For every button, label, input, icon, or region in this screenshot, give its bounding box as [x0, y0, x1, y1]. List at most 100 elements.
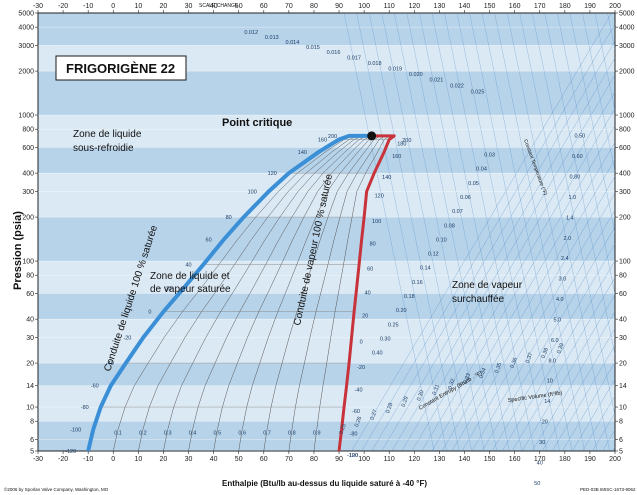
- entropy-label: 0.25: [338, 423, 347, 435]
- x-tick-label: 10: [134, 456, 142, 463]
- y-tick-label: 200: [22, 215, 34, 222]
- y-tick-label-right: 400: [619, 171, 631, 178]
- entropy-line: [431, 142, 615, 451]
- y-tick-label-right: 100: [619, 259, 631, 266]
- isotherm-label: 20: [165, 286, 171, 292]
- x-tick-label-top: 20: [160, 3, 168, 10]
- isotherm-label-right: -40: [355, 388, 363, 394]
- y-axis-label: Pression (psia): [12, 211, 24, 290]
- x-axis-label: Enthalpie (Btu/lb au-dessus du liquide s…: [222, 479, 427, 488]
- volume-line: [469, 13, 560, 451]
- x-tick-label: 30: [185, 456, 193, 463]
- volume-label: 0.10: [436, 237, 447, 243]
- doc-code: PED-03B IMISC-1673-9062: [580, 487, 636, 492]
- volume-label: 40: [537, 460, 543, 466]
- volume-label: 14: [544, 399, 550, 405]
- entropy-line: [441, 159, 615, 451]
- background-bands: [38, 13, 615, 451]
- volume-labels: 0.012 0.013 0.014 0.015 0.016 0.017 0.018 0.019…: [244, 30, 585, 487]
- entropy-label: 0.35: [494, 362, 503, 374]
- band: [38, 421, 615, 451]
- volume-line: [456, 13, 548, 451]
- saturation-curves: [86, 133, 396, 451]
- entropy-line: [511, 277, 615, 451]
- volume-label: 0.60: [572, 154, 583, 160]
- volume-line: [494, 13, 585, 451]
- x-tick-label-top: -20: [58, 3, 68, 10]
- critical-point-dot: [367, 131, 377, 141]
- volume-line: [532, 13, 615, 417]
- entropy-label: 0.26: [354, 416, 363, 428]
- wet-zone-label-2: de vapeur saturée: [150, 284, 231, 295]
- superheat-zone-label-1: Zone de vapeur: [452, 280, 523, 291]
- y-tick-label: 800: [22, 127, 34, 134]
- x-tick-label-top: 200: [609, 3, 621, 10]
- volume-line: [394, 13, 485, 451]
- entropy-line: [522, 294, 615, 451]
- isotherm-label: 80: [226, 215, 232, 221]
- scale-change-label: SCALE CHANGE: [199, 3, 239, 9]
- y-tick-label-right: 300: [619, 189, 631, 196]
- saturated-vapor-line: [337, 134, 396, 451]
- entropy-label: 0.30: [416, 390, 425, 402]
- quality-labels: 0.1 0.2 0.3 0.4 0.5 0.6 0.7 0.8 0.9: [114, 430, 320, 436]
- x-tick-label-top: -30: [33, 3, 43, 10]
- isotherm-label: 0: [148, 310, 151, 316]
- entropy-line: [451, 175, 615, 451]
- isotherm-label-right: 200: [402, 138, 411, 144]
- volume-label: 0.12: [428, 252, 439, 258]
- entropy-label: 0.38: [541, 347, 550, 359]
- y-tick-label: 6: [30, 437, 34, 444]
- volume-label: 0.05: [468, 181, 479, 187]
- entropy-label: 0.27: [370, 409, 379, 421]
- critical-point-label: Point critique: [222, 117, 292, 129]
- entropy-label: 0.34: [478, 367, 487, 379]
- isotherm-label: 60: [206, 238, 212, 244]
- x-tick-label: 80: [310, 456, 318, 463]
- y-tick-label: 14: [26, 383, 34, 390]
- x-tick-label: 140: [459, 456, 471, 463]
- entropy-line: [351, 13, 612, 451]
- volume-line: [569, 13, 615, 234]
- volume-line: [431, 13, 523, 451]
- volume-label: 6.0: [551, 338, 559, 344]
- entropy-line: [542, 328, 615, 451]
- volume-line: [381, 13, 472, 451]
- y-tick-label: 400: [22, 171, 34, 178]
- entropy-label: 0.29: [401, 396, 410, 408]
- y-tick-label: 5000: [18, 11, 34, 18]
- isotherm-label-right: 120: [375, 193, 384, 199]
- volume-line: [406, 13, 497, 451]
- quality-label: 0.2: [139, 430, 147, 436]
- isotherm-label-right: 180: [397, 142, 406, 148]
- isotherm-label-right: 140: [382, 175, 391, 181]
- x-tick-label: 100: [358, 456, 370, 463]
- x-tick-label: 40: [210, 456, 218, 463]
- y-tick-label-right: 20: [619, 361, 627, 368]
- y-tick-label: 5: [30, 449, 34, 456]
- isotherm-label-right: -120: [347, 453, 358, 459]
- isotherm-label-right: -60: [352, 409, 360, 415]
- y-tick-label: 60: [26, 291, 34, 298]
- x-tick-label-top: 120: [408, 3, 420, 10]
- entropy-line: [401, 91, 615, 451]
- entropy-line: [411, 108, 615, 451]
- quality-label: 0.7: [263, 430, 271, 436]
- isotherm-label-right: 40: [365, 290, 371, 296]
- volume-label: 0.04: [476, 167, 487, 173]
- x-tick-label-top: 10: [134, 3, 142, 10]
- isotherm-label: 120: [268, 171, 277, 177]
- quality-label: 0.9: [313, 430, 321, 436]
- x-tick-label: -10: [83, 456, 93, 463]
- volume-line: [594, 13, 615, 112]
- volume-line: [481, 13, 573, 451]
- x-tick-label-top: 90: [335, 3, 343, 10]
- volume-line: [582, 13, 615, 173]
- isotherm-label: 140: [298, 150, 307, 156]
- quality-label: 0.8: [288, 430, 296, 436]
- superheat-zone-label-2: surchauffée: [452, 294, 505, 305]
- y-tick-label-right: 1000: [619, 113, 635, 120]
- quality-label: 0.1: [114, 430, 122, 436]
- entropy-line: [371, 40, 615, 451]
